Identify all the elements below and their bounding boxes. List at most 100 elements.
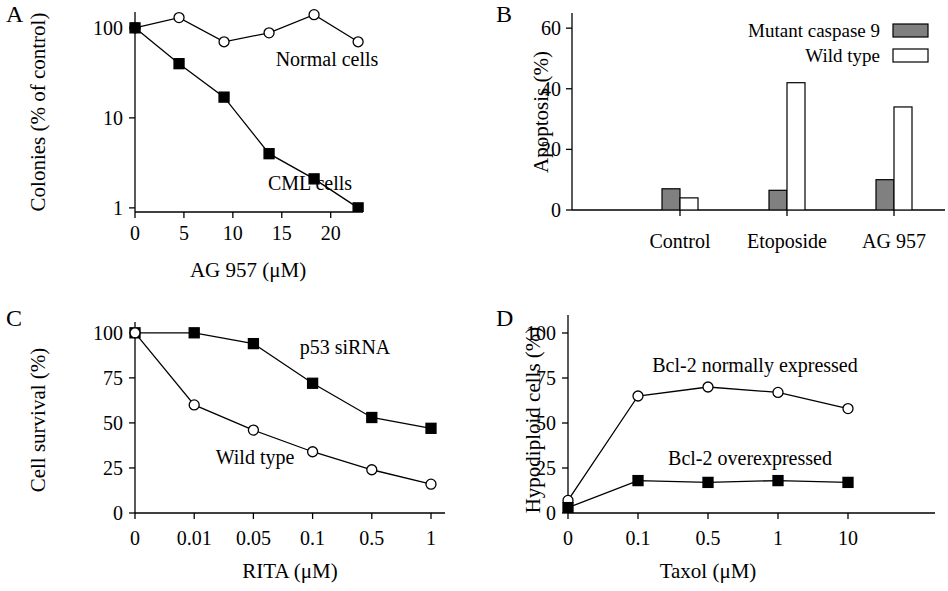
marker [843, 404, 853, 414]
y-tick-label: 0 [113, 502, 123, 524]
marker [703, 477, 713, 487]
marker [174, 13, 184, 23]
line [568, 387, 848, 500]
y-tick [562, 377, 568, 378]
x-tick [194, 513, 195, 519]
x-tick-label: 0 [130, 222, 140, 244]
y-tick [566, 88, 572, 89]
series-label: CML cells [268, 172, 352, 194]
y-axis-label: Hypodiploid cells (%) [521, 327, 545, 514]
legend-swatch [893, 24, 928, 37]
x-tick-label: 10 [838, 527, 858, 549]
legend-label: Mutant caspase 9 [748, 20, 880, 41]
x-tick-label: 0.01 [177, 527, 212, 549]
x-tick-label: Control [649, 230, 711, 252]
marker [130, 328, 140, 338]
y-tick [129, 117, 135, 118]
y-tick [562, 332, 568, 333]
y-tick-label: 10 [103, 107, 123, 129]
y-tick-label: 100 [93, 322, 123, 344]
x-axis-label: RITA (μM) [242, 559, 337, 583]
y-tick-label: 50 [103, 412, 123, 434]
marker [130, 23, 140, 33]
series-label: Wild type [216, 446, 295, 469]
marker [843, 477, 853, 487]
x-tick [430, 513, 431, 519]
x-axis [568, 512, 935, 513]
series-label: Bcl-2 overexpressed [668, 447, 832, 470]
panel: C025507510000.010.050.10.51Cell survival… [6, 305, 445, 583]
x-tick [134, 513, 135, 519]
x-tick [786, 210, 787, 216]
panel-letter: A [6, 1, 24, 27]
y-tick [129, 467, 135, 468]
y-axis [134, 12, 135, 212]
x-tick [679, 210, 680, 216]
line [135, 15, 358, 42]
y-axis [567, 315, 568, 513]
marker [130, 328, 140, 338]
marker [773, 476, 783, 486]
plot-area [130, 328, 436, 489]
y-tick-label: 75 [103, 367, 123, 389]
y-tick [129, 377, 135, 378]
bar [680, 198, 698, 210]
x-axis [135, 512, 445, 513]
y-tick [562, 422, 568, 423]
x-axis-label: Taxol (μM) [660, 559, 757, 583]
marker [703, 382, 713, 392]
panel-letter: B [496, 1, 512, 27]
x-tick-label: 0.05 [236, 527, 271, 549]
marker [248, 339, 258, 349]
marker [426, 423, 436, 433]
x-tick-label: 10 [223, 222, 243, 244]
marker [264, 28, 274, 38]
x-tick-label: 0.5 [359, 527, 384, 549]
x-tick-label: Etoposide [747, 230, 827, 253]
bar [787, 83, 805, 210]
x-tick [847, 513, 848, 519]
x-tick-label: AG 957 [862, 230, 926, 252]
x-tick [183, 212, 184, 218]
plot-area [662, 83, 912, 210]
marker [308, 378, 318, 388]
marker [563, 503, 573, 513]
x-tick [893, 210, 894, 216]
marker [633, 476, 643, 486]
y-axis-label: Cell survival (%) [26, 348, 50, 493]
bar [894, 107, 912, 210]
figure: A11010005101520Colonies (% of control)AG… [0, 0, 948, 591]
panel-letter: C [6, 305, 22, 331]
x-tick [232, 212, 233, 218]
x-tick-label: 15 [272, 222, 292, 244]
x-tick-label: 0 [563, 527, 573, 549]
marker [189, 328, 199, 338]
x-tick [134, 212, 135, 218]
y-tick [129, 422, 135, 423]
x-tick [637, 513, 638, 519]
marker [367, 465, 377, 475]
marker [248, 425, 258, 435]
y-tick [562, 467, 568, 468]
plot-area [130, 10, 363, 212]
legend-label: Wild type [805, 45, 880, 66]
marker [174, 59, 184, 69]
marker [773, 387, 783, 397]
x-tick [253, 513, 254, 519]
marker [189, 400, 199, 410]
x-tick [777, 513, 778, 519]
y-tick-label: 0 [546, 502, 556, 524]
x-tick-label: 0 [130, 527, 140, 549]
x-tick [330, 212, 331, 218]
y-tick [566, 28, 572, 29]
x-tick-label: 1 [426, 527, 436, 549]
y-tick-label: 60 [541, 17, 561, 39]
x-tick-label: 0.1 [626, 527, 651, 549]
marker [353, 203, 363, 212]
y-tick-label: 100 [93, 17, 123, 39]
y-axis [134, 322, 135, 513]
marker [309, 10, 319, 20]
panel: A11010005101520Colonies (% of control)AG… [6, 1, 379, 282]
y-tick [566, 149, 572, 150]
marker [219, 37, 229, 47]
